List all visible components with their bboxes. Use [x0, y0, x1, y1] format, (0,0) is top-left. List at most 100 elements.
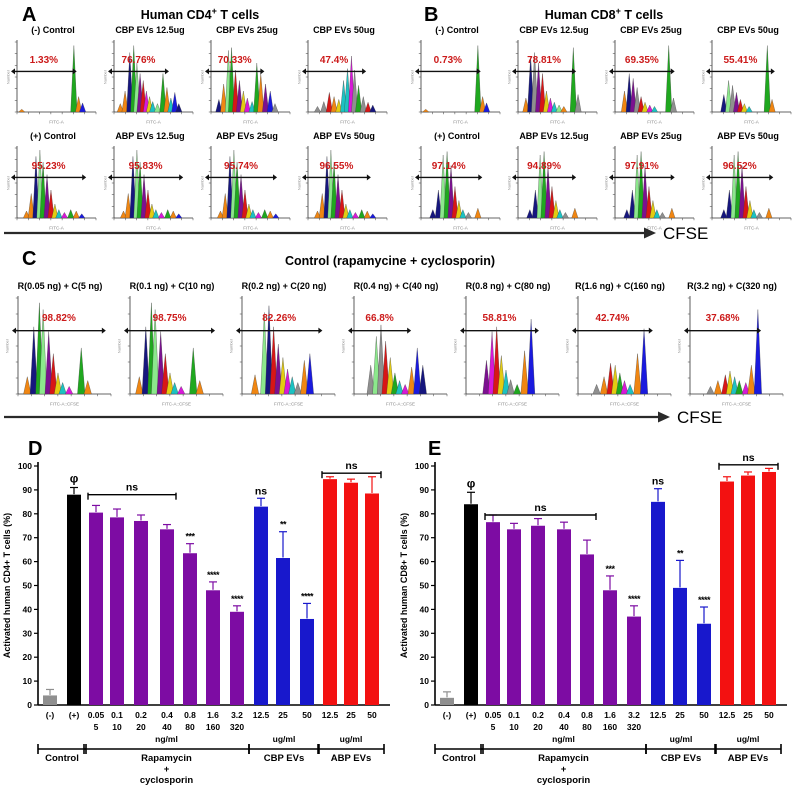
- histogram-peak: [720, 209, 728, 219]
- histogram-peak: [745, 106, 753, 113]
- significance-marker: ****: [698, 595, 711, 605]
- histogram-peak: [164, 209, 172, 219]
- group-label: +: [561, 764, 567, 775]
- histogram-peak: [330, 161, 338, 219]
- x-tick-label: 12.5: [719, 710, 736, 720]
- histogram-peak: [140, 174, 148, 219]
- x-tick-label: (+): [69, 710, 80, 720]
- x-tick-label: 50: [764, 710, 774, 720]
- histogram-title: CBP EVs 25ug: [620, 25, 682, 35]
- histogram-peak: [18, 109, 26, 113]
- group-label: Control: [442, 753, 476, 764]
- panel-a-title-sup: +: [211, 6, 217, 16]
- svg-text:40: 40: [559, 722, 569, 732]
- svg-text:80: 80: [23, 509, 33, 519]
- x-tick-label: 25: [346, 710, 356, 720]
- histogram-peak: [527, 319, 536, 395]
- histogram-peak: [27, 193, 35, 219]
- histogram-peak: [232, 69, 239, 113]
- bar: [673, 587, 687, 705]
- cfse-axis-c: CFSE: [4, 408, 722, 427]
- histogram-peak: [266, 210, 274, 219]
- histogram-peak: [236, 80, 243, 113]
- histogram-peak: [741, 381, 750, 395]
- bar: [89, 512, 103, 705]
- gate-percentage: 37.68%: [706, 313, 740, 324]
- histogram-peak: [171, 92, 179, 113]
- svg-text:FITC-A::CFSE: FITC-A::CFSE: [386, 402, 415, 407]
- panel-a-title-text: Human CD4: [140, 8, 212, 23]
- bar: [276, 558, 290, 705]
- histogram-peak: [474, 45, 482, 113]
- histogram-peak: [283, 369, 292, 395]
- histogram-peak: [47, 189, 55, 219]
- histogram-peak: [148, 203, 156, 219]
- cfse-label-c: CFSE: [677, 408, 722, 427]
- x-tick-label: 0.4: [558, 710, 570, 720]
- histogram-title: R(0.1 ng) + C(10 ng): [129, 281, 215, 291]
- histogram-peak: [737, 99, 744, 113]
- histogram-peak: [23, 376, 32, 395]
- bar: [557, 529, 571, 705]
- gate-percentage: 69.35%: [625, 55, 659, 66]
- histogram-peak: [237, 174, 245, 219]
- histogram-peak: [241, 189, 249, 219]
- histogram-peak: [257, 73, 265, 113]
- histogram-peak: [560, 106, 568, 113]
- panel-a-title: Human CD4+ T cells: [30, 6, 370, 22]
- histogram-peak: [735, 380, 744, 395]
- histogram-peak: [278, 357, 287, 395]
- histogram-peak: [730, 376, 739, 395]
- cfse-arrowhead-icon: [644, 227, 656, 239]
- histogram-canvas: FITC-A Number 96.55%: [297, 146, 388, 231]
- bracket-label: ns: [534, 502, 546, 514]
- svg-text:Number: Number: [410, 69, 415, 84]
- histogram-peak: [459, 209, 467, 219]
- panel-c-title: Control (rapamycine + cyclosporin): [284, 254, 496, 268]
- histogram-peak: [330, 96, 338, 113]
- bar: [651, 501, 665, 705]
- x-tick-label: 3.2: [231, 710, 243, 720]
- svg-text:5: 5: [94, 722, 99, 732]
- histogram-peak: [366, 365, 375, 395]
- histogram-peak: [39, 309, 48, 395]
- histogram-peak: [548, 186, 556, 219]
- histogram-peak: [121, 90, 129, 113]
- histogram-peak: [520, 350, 529, 395]
- histogram-title: ABP EVs 25ug: [620, 131, 682, 141]
- bar: [110, 517, 124, 705]
- histogram-peak: [629, 78, 637, 113]
- svg-text:70: 70: [23, 533, 33, 543]
- histogram-title: ABP EVs 25ug: [216, 131, 278, 141]
- gate-percentage: 97.14%: [432, 161, 466, 172]
- x-tick-label: 12.5: [322, 710, 339, 720]
- histogram-peak: [621, 90, 628, 113]
- svg-text:Number: Number: [103, 69, 108, 84]
- histogram-peak: [272, 213, 280, 219]
- significance-marker: ****: [628, 594, 641, 604]
- significance-marker: **: [280, 520, 287, 530]
- histogram-title: ABP EVs 50ug: [313, 131, 375, 141]
- histogram-peak: [338, 189, 346, 219]
- histogram-peak: [540, 151, 548, 219]
- histogram-peak: [464, 212, 472, 219]
- histogram-peak: [482, 360, 491, 395]
- gate-percentage: 98.82%: [42, 313, 76, 324]
- bar: [464, 504, 478, 705]
- svg-text:FITC-A: FITC-A: [49, 120, 64, 125]
- histogram-peak: [249, 209, 257, 219]
- significance-marker: ****: [231, 594, 244, 604]
- svg-text:10: 10: [23, 676, 33, 686]
- svg-text:60: 60: [420, 557, 430, 567]
- histogram-title: CBP EVs 25ug: [216, 25, 278, 35]
- svg-text:Number: Number: [103, 175, 108, 190]
- histogram-peak: [535, 62, 542, 113]
- histogram-peak: [640, 328, 648, 395]
- histogram-peak: [555, 104, 563, 113]
- histogram-peak: [641, 165, 649, 219]
- histogram-peak: [359, 96, 367, 113]
- histogram-plot: R(1.6 ng) + C(160 ng) FITC-A::CFSE Number 4…: [565, 280, 675, 407]
- bar: [254, 506, 268, 705]
- histogram-peak: [166, 372, 174, 395]
- histogram-canvas: FITC-A Number 94.89%: [507, 146, 598, 231]
